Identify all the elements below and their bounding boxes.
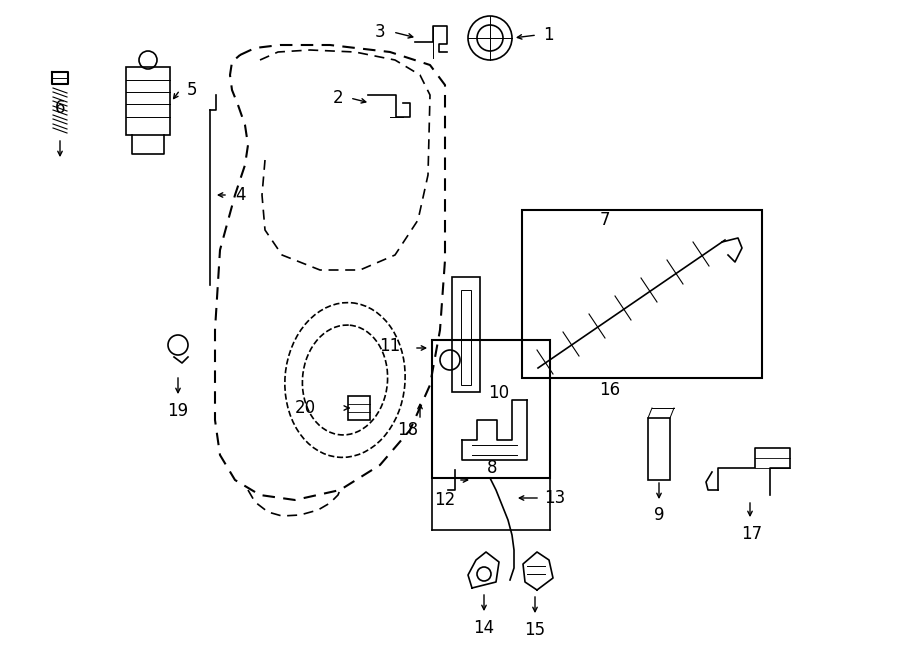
Text: 8: 8 <box>487 459 497 477</box>
Text: 7: 7 <box>599 211 610 229</box>
Text: 16: 16 <box>599 381 621 399</box>
Bar <box>348 396 370 420</box>
Bar <box>452 277 480 392</box>
Text: 5: 5 <box>187 81 197 99</box>
Text: 1: 1 <box>543 26 553 44</box>
Bar <box>126 67 170 135</box>
Text: 3: 3 <box>374 23 385 41</box>
Text: 6: 6 <box>55 99 65 117</box>
Text: 2: 2 <box>333 89 343 107</box>
Text: 19: 19 <box>167 402 189 420</box>
Text: 13: 13 <box>544 489 565 507</box>
Text: 14: 14 <box>473 619 495 637</box>
Text: 9: 9 <box>653 506 664 524</box>
Bar <box>522 210 762 378</box>
Bar <box>648 418 670 480</box>
Text: 17: 17 <box>742 525 762 543</box>
Text: 15: 15 <box>525 621 545 639</box>
Text: 11: 11 <box>379 337 400 355</box>
Text: 10: 10 <box>488 384 509 402</box>
Bar <box>432 340 550 478</box>
Text: 12: 12 <box>435 491 455 509</box>
Bar <box>461 290 471 385</box>
Text: 18: 18 <box>398 421 418 439</box>
Text: 20: 20 <box>294 399 316 417</box>
Text: 4: 4 <box>235 186 245 204</box>
